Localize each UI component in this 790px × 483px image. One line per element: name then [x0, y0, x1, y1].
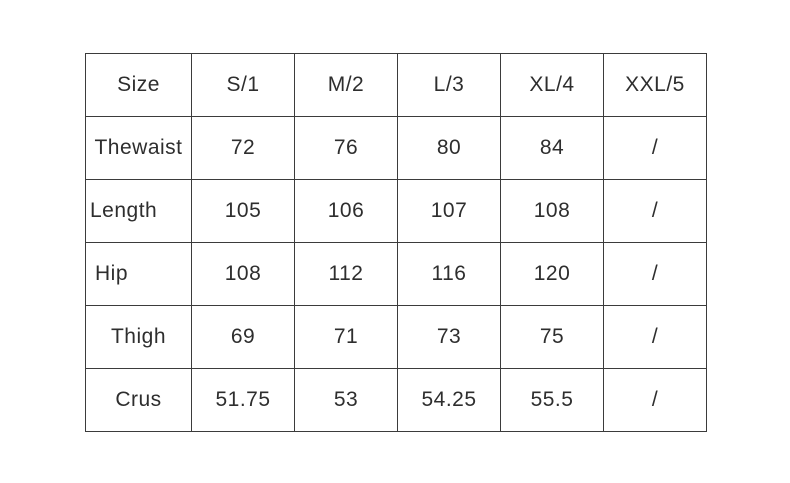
row-label-crus: Crus — [85, 368, 192, 432]
table-row-thewaist: Thewaist 72 76 80 84 / — [85, 116, 707, 180]
table-header-row: Size S/1 M/2 L/3 XL/4 XXL/5 — [85, 53, 707, 117]
row-label-thigh: Thigh — [85, 305, 192, 369]
table-cell: 107 — [397, 179, 501, 243]
table-row-length: Length 105 106 107 108 / — [85, 179, 707, 243]
row-label-thewaist: Thewaist — [85, 116, 192, 180]
table-cell: / — [603, 179, 707, 243]
table-cell: 80 — [397, 116, 501, 180]
table-cell: 73 — [397, 305, 501, 369]
table-cell: 75 — [500, 305, 604, 369]
column-header-m2: M/2 — [294, 53, 398, 117]
column-header-xxl5: XXL/5 — [603, 53, 707, 117]
table-cell: / — [603, 305, 707, 369]
table-cell: / — [603, 368, 707, 432]
table-cell: 55.5 — [500, 368, 604, 432]
table-cell: 84 — [500, 116, 604, 180]
column-header-l3: L/3 — [397, 53, 501, 117]
size-chart-table: Size S/1 M/2 L/3 XL/4 XXL/5 Thewaist 72 … — [85, 53, 707, 432]
table-cell: 120 — [500, 242, 604, 306]
table-cell: 51.75 — [191, 368, 295, 432]
table-cell: 105 — [191, 179, 295, 243]
table-cell: 108 — [500, 179, 604, 243]
table-cell: 112 — [294, 242, 398, 306]
table-cell: 53 — [294, 368, 398, 432]
table-cell: 116 — [397, 242, 501, 306]
column-header-xl4: XL/4 — [500, 53, 604, 117]
table-cell: / — [603, 116, 707, 180]
table-cell: 54.25 — [397, 368, 501, 432]
table-row-hip: Hip 108 112 116 120 / — [85, 242, 707, 306]
column-header-s1: S/1 — [191, 53, 295, 117]
table-cell: 108 — [191, 242, 295, 306]
row-label-hip: Hip — [85, 242, 192, 306]
row-label-length: Length — [85, 179, 192, 243]
table-cell: 71 — [294, 305, 398, 369]
table-row-thigh: Thigh 69 71 73 75 / — [85, 305, 707, 369]
table-cell: 69 — [191, 305, 295, 369]
table-row-crus: Crus 51.75 53 54.25 55.5 / — [85, 368, 707, 432]
table-cell: / — [603, 242, 707, 306]
table-cell: 72 — [191, 116, 295, 180]
table-cell: 106 — [294, 179, 398, 243]
column-header-size: Size — [85, 53, 192, 117]
table-cell: 76 — [294, 116, 398, 180]
